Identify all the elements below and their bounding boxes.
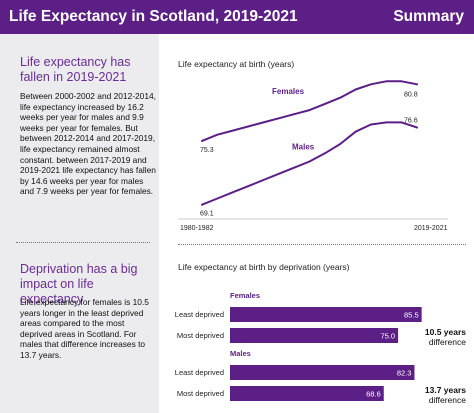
females-difference-text: difference xyxy=(429,337,466,347)
females-most-deprived-bar xyxy=(230,328,399,343)
females-data-point xyxy=(247,125,249,128)
females-data-point xyxy=(201,140,203,142)
males-difference-value: 13.7 years xyxy=(425,385,466,395)
sidebar-divider xyxy=(16,242,150,243)
sidebar-panel: Life expectancy has fallen in 2019-2021 … xyxy=(0,34,159,413)
females-series-name-label: Females xyxy=(272,87,305,96)
females-most-deprived-value-label: 75.0 xyxy=(380,332,395,341)
males-series-line xyxy=(201,121,418,206)
males-difference-text: difference xyxy=(429,395,466,405)
males-data-point xyxy=(262,179,265,181)
females-data-point xyxy=(400,80,403,83)
females-difference-value: 10.5 years xyxy=(425,327,466,337)
females-data-point xyxy=(277,117,280,120)
females-most-deprived-category-label: Most deprived xyxy=(177,331,224,340)
sidebar-heading-fallen: Life expectancy has fallen in 2019-2021 xyxy=(20,55,131,84)
males-data-point xyxy=(416,126,418,129)
males-data-point xyxy=(293,166,296,169)
females-least-deprived-category-label: Least deprived xyxy=(175,310,224,319)
males-start-value-label: 69.1 xyxy=(200,211,214,218)
females-least-deprived-bar xyxy=(230,307,422,322)
males-data-point xyxy=(247,185,249,188)
header-bar: Life Expectancy in Scotland, 2019-2021 S… xyxy=(0,0,474,34)
males-least-deprived-bar xyxy=(230,365,415,380)
males-group-label: Males xyxy=(230,349,251,358)
line-series-layer: 75.3 80.8 Females 69.1 76.6 Males xyxy=(200,80,418,218)
page-title: Life Expectancy in Scotland, 2019-2021 xyxy=(9,8,298,25)
females-data-point xyxy=(323,102,326,105)
males-most-deprived-bar xyxy=(230,386,384,401)
males-most-deprived-category-label: Most deprived xyxy=(177,389,224,398)
life-expectancy-line-chart: Life expectancy at birth (years) 1980-19… xyxy=(178,59,448,232)
females-data-point xyxy=(216,133,219,136)
bar-chart-title: Life expectancy at birth by deprivation … xyxy=(178,262,350,272)
females-data-point xyxy=(293,113,296,116)
females-data-point xyxy=(370,83,372,86)
females-start-value-label: 75.3 xyxy=(200,147,214,154)
males-data-point xyxy=(385,121,388,124)
males-data-point xyxy=(354,130,357,133)
females-data-point xyxy=(339,96,342,99)
females-least-deprived-value-label: 85.5 xyxy=(404,311,419,320)
females-data-point xyxy=(262,121,265,124)
females-data-point xyxy=(308,109,311,111)
sidebar-paragraph-deprivation: Life expectancy for females is 10.5 year… xyxy=(20,297,149,360)
males-data-point xyxy=(339,143,342,145)
females-series-line xyxy=(201,80,418,142)
males-end-value-label: 76.6 xyxy=(404,118,418,125)
males-series-name-label: Males xyxy=(292,142,315,151)
males-least-deprived-value-label: 82.3 xyxy=(397,369,412,378)
summary-label: Summary xyxy=(393,8,464,25)
females-group-label: Females xyxy=(230,291,260,300)
x-start-tick-label: 1980-1982 xyxy=(180,225,214,232)
females-data-point xyxy=(354,88,357,91)
males-data-point xyxy=(308,160,311,163)
females-data-point xyxy=(231,129,234,132)
males-data-point xyxy=(231,191,234,194)
females-end-value-label: 80.8 xyxy=(404,91,418,98)
x-end-tick-label: 2019-2021 xyxy=(414,225,448,232)
females-data-point xyxy=(385,80,388,83)
chart-divider xyxy=(178,244,466,245)
males-most-deprived-value-label: 68.6 xyxy=(366,390,381,399)
sidebar-heading-deprivation: Deprivation has a big impact on life exp… xyxy=(20,262,138,306)
males-data-point xyxy=(201,203,203,206)
males-data-point xyxy=(277,172,280,175)
males-data-point xyxy=(370,123,372,126)
males-data-point xyxy=(400,121,403,124)
males-least-deprived-category-label: Least deprived xyxy=(175,368,224,377)
males-data-point xyxy=(323,152,326,155)
line-chart-title: Life expectancy at birth (years) xyxy=(178,59,294,69)
females-data-point xyxy=(416,83,418,86)
males-data-point xyxy=(216,197,219,200)
deprivation-bar-chart: Life expectancy at birth by deprivation … xyxy=(175,262,466,405)
sidebar-paragraph-fallen: Between 2000-2002 and 2012-2014, life ex… xyxy=(20,91,156,197)
bar-layer: Females Least deprived 85.5 Most deprived 75… xyxy=(175,291,466,405)
